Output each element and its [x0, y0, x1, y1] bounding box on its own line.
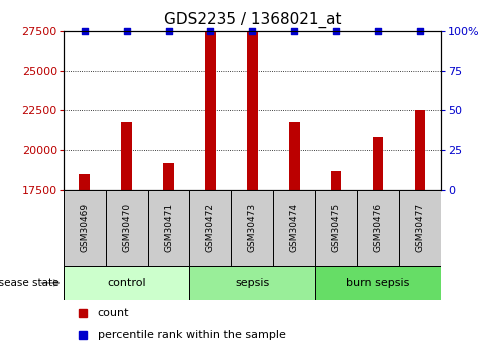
Bar: [205, 31, 216, 190]
Bar: [163, 163, 174, 190]
Point: [165, 28, 172, 34]
Bar: [64, 190, 106, 266]
Text: GSM30476: GSM30476: [373, 203, 383, 252]
Bar: [315, 266, 441, 300]
Bar: [331, 171, 342, 190]
Bar: [289, 121, 299, 190]
Bar: [190, 266, 315, 300]
Bar: [399, 190, 441, 266]
Bar: [415, 110, 425, 190]
Title: GDS2235 / 1368021_at: GDS2235 / 1368021_at: [164, 12, 341, 28]
Bar: [79, 174, 90, 190]
Text: count: count: [98, 308, 129, 318]
Text: GSM30470: GSM30470: [122, 203, 131, 252]
Text: GSM30471: GSM30471: [164, 203, 173, 252]
Text: control: control: [107, 278, 146, 288]
Point: [206, 28, 214, 34]
Text: burn sepsis: burn sepsis: [346, 278, 410, 288]
Point: [374, 28, 382, 34]
Bar: [106, 190, 147, 266]
Bar: [357, 190, 399, 266]
Bar: [373, 137, 383, 190]
Text: sepsis: sepsis: [235, 278, 270, 288]
Text: GSM30474: GSM30474: [290, 203, 299, 252]
Point: [122, 28, 130, 34]
Text: GSM30475: GSM30475: [332, 203, 341, 252]
Bar: [147, 190, 190, 266]
Point: [416, 28, 424, 34]
Bar: [122, 121, 132, 190]
Bar: [64, 266, 190, 300]
Text: percentile rank within the sample: percentile rank within the sample: [98, 330, 286, 340]
Text: GSM30477: GSM30477: [416, 203, 424, 252]
Point: [291, 28, 298, 34]
Bar: [315, 190, 357, 266]
Bar: [231, 190, 273, 266]
Point: [332, 28, 340, 34]
Point: [248, 28, 256, 34]
Text: GSM30469: GSM30469: [80, 203, 89, 252]
Text: disease state: disease state: [0, 278, 59, 288]
Text: GSM30473: GSM30473: [248, 203, 257, 252]
Bar: [273, 190, 315, 266]
Point: [81, 28, 89, 34]
Text: GSM30472: GSM30472: [206, 203, 215, 252]
Bar: [190, 190, 231, 266]
Bar: [247, 31, 258, 190]
